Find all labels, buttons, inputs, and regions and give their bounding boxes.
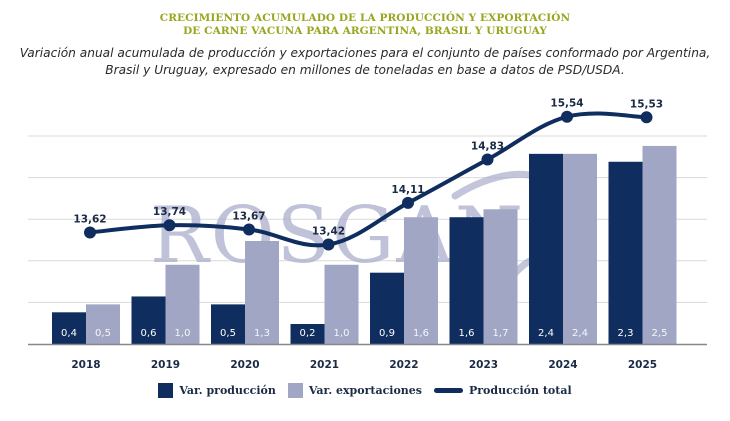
line-label-2020: 13,67 [232, 210, 265, 222]
x-tick-2018: 2018 [71, 359, 100, 371]
x-tick-2019: 2019 [151, 359, 180, 371]
bar-exports-2025 [642, 145, 677, 344]
bar-label-exports-2025: 2,5 [652, 328, 668, 339]
line-point-2022 [402, 196, 414, 209]
bars [52, 145, 677, 344]
bar-production-2019 [131, 296, 166, 344]
bar-exports-2021 [324, 264, 359, 344]
chart-title: CRECIMIENTO ACUMULADO DE LA PRODUCCIÓN Y… [0, 12, 730, 38]
bar-exports-2019 [165, 264, 200, 344]
bar-label-production-2023: 1,6 [459, 328, 475, 339]
bar-label-exports-2018: 0,5 [95, 328, 111, 339]
bar-label-production-2018: 0,4 [61, 328, 77, 339]
chart-title-line-1: CRECIMIENTO ACUMULADO DE LA PRODUCCIÓN Y… [159, 12, 571, 24]
bar-label-production-2019: 0,6 [141, 328, 157, 339]
legend-label-total: Producción total [468, 384, 572, 397]
legend-item-production: Var. producción [158, 383, 276, 398]
x-tick-2022: 2022 [389, 359, 418, 371]
bar-production-2021 [290, 324, 325, 344]
legend-swatch-line [433, 388, 463, 393]
x-tick-2023: 2023 [469, 359, 498, 371]
line-label-2021: 13,42 [312, 226, 345, 238]
chart-subtitle-line-2: Brasil y Uruguay, expresado en millones … [105, 63, 625, 77]
bar-label-production-2022: 0,9 [379, 328, 395, 339]
chart-subtitle: Variación anual acumulada de producción … [0, 45, 730, 79]
bar-exports-2022 [404, 217, 438, 344]
bar-value-labels: 0,4 0,5 0,6 1,0 0,5 1,3 0,2 1,0 0,9 1,6 1,6 1,7 2,4 2… [61, 328, 667, 339]
bar-label-exports-2021: 1,0 [334, 328, 350, 339]
line-point-2025 [640, 111, 653, 124]
bar-production-2023 [449, 217, 484, 344]
legend: Var. producción Var. exportaciones Produ… [0, 383, 730, 398]
bar-exports-2024 [563, 153, 597, 344]
bar-exports-2018 [86, 304, 120, 344]
bar-production-2024 [529, 153, 563, 344]
line-point-2024 [561, 110, 573, 123]
legend-item-total: Producción total [433, 384, 572, 397]
legend-item-exports: Var. exportaciones [287, 383, 422, 398]
line-label-2024: 15,54 [550, 98, 583, 110]
line-label-2019: 13,74 [153, 206, 186, 218]
bar-label-production-2025: 2,3 [618, 328, 634, 339]
x-tick-2025: 2025 [628, 359, 657, 371]
bar-exports-2020 [245, 241, 279, 344]
bar-label-exports-2022: 1,6 [413, 328, 429, 339]
x-tick-2024: 2024 [548, 359, 577, 371]
line-point-2019 [163, 219, 176, 232]
x-tick-2021: 2021 [310, 359, 339, 371]
legend-label-exports: Var. exportaciones [308, 384, 422, 397]
line-label-2018: 13,62 [73, 213, 106, 225]
chart-title-line-2: DE CARNE VACUNA PARA ARGENTINA, BRASIL Y… [183, 25, 547, 37]
line-label-2022: 14,11 [391, 184, 424, 196]
legend-label-production: Var. producción [179, 384, 276, 397]
x-axis-tick-labels: 2018 2019 2020 2021 2022 2023 2024 2025 [71, 359, 657, 371]
bar-production-2025 [608, 161, 643, 344]
chart-subtitle-line-1: Variación anual acumulada de producción … [19, 46, 711, 60]
bar-production-2020 [211, 304, 245, 344]
bar-label-production-2024: 2,4 [538, 328, 554, 339]
line-point-2018 [84, 226, 96, 239]
bar-label-exports-2019: 1,0 [175, 328, 191, 339]
bar-label-production-2020: 0,5 [220, 328, 236, 339]
line-point-2023 [481, 153, 494, 166]
bar-label-exports-2023: 1,7 [493, 328, 509, 339]
bar-exports-2023 [483, 209, 518, 344]
legend-swatch-production [158, 383, 174, 398]
bar-production-2022 [370, 272, 404, 344]
line-label-2025: 15,53 [630, 98, 663, 110]
bar-label-exports-2024: 2,4 [572, 328, 588, 339]
legend-swatch-exports [287, 383, 303, 398]
line-point-2020 [243, 223, 255, 236]
bar-production-2018 [52, 312, 86, 344]
bar-label-production-2021: 0,2 [300, 328, 316, 339]
line-label-2023: 14,83 [471, 141, 504, 153]
line-point-2021 [322, 238, 335, 251]
bar-label-exports-2020: 1,3 [254, 328, 270, 339]
x-tick-2020: 2020 [230, 359, 259, 371]
production-total-line: 13,62 13,74 13,67 13,42 14,11 14,83 15,54 15,53 [73, 98, 663, 251]
